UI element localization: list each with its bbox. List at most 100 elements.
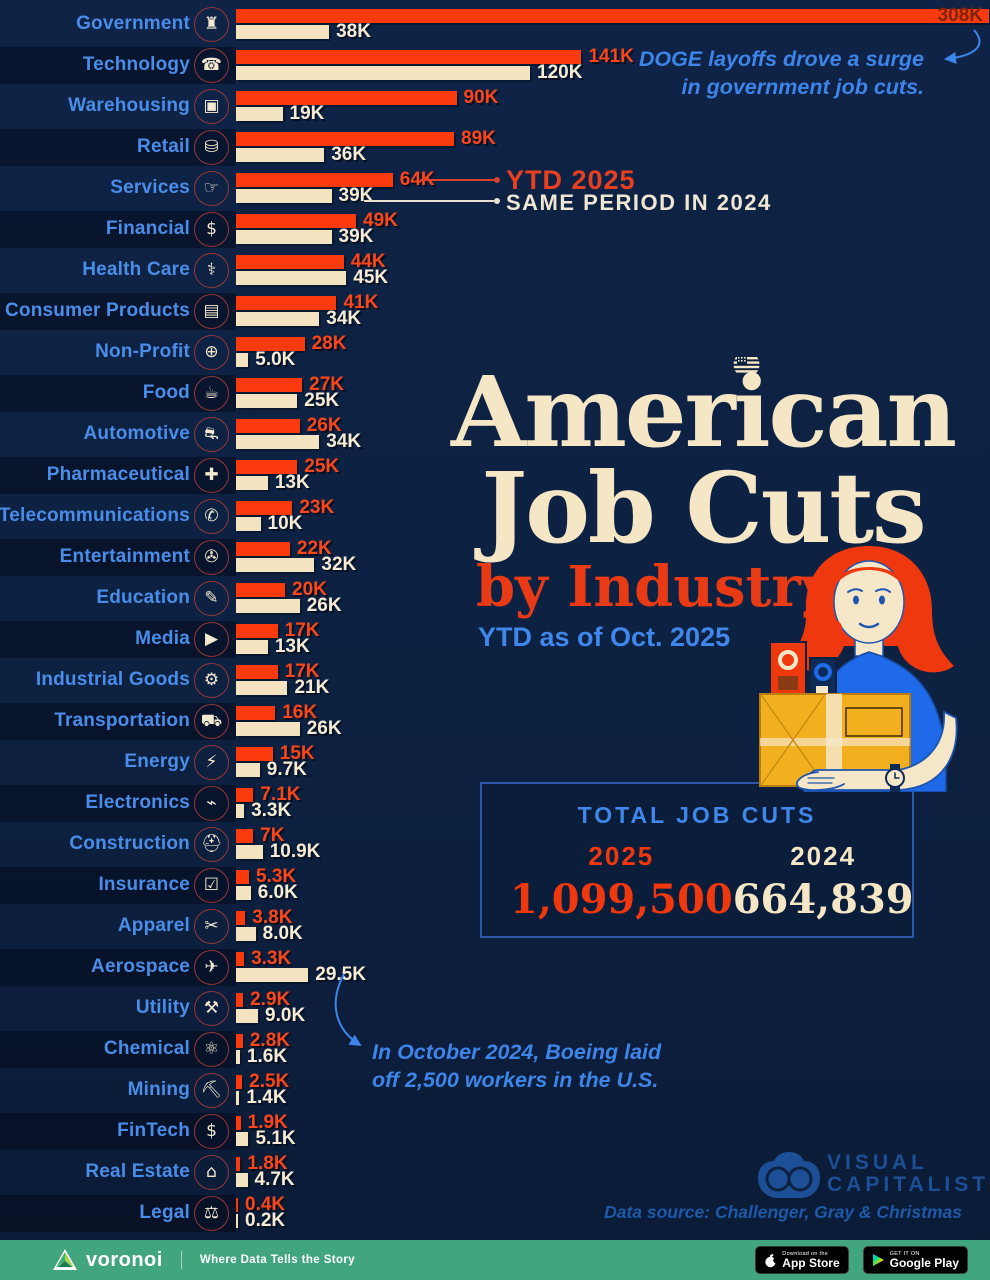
value-label-2024: 1.6K [246,1046,288,1067]
headset-icon: ✆ [194,498,229,534]
bar-2024 [236,394,298,408]
totals-box: TOTAL JOB CUTS 2025 1,099,500 2024 664,8… [480,782,914,938]
industry-row-health-care: Health Care ⚕ 44K 45K [0,250,990,291]
totals-2024-label: 2024 [790,841,857,871]
industry-row-aerospace: Aerospace ✈ 3.3K 29.5K [0,947,990,988]
hard-hat-icon: ⛑ [194,826,229,862]
value-label-2025: 0.4K [245,1194,286,1215]
value-label-2024: 39K [338,226,374,247]
bar-2024 [236,312,320,326]
bar-2025 [236,542,290,556]
value-label-2025: 5.3K [255,866,297,887]
bar-2024 [236,1214,238,1228]
bar-2024 [236,640,268,654]
bar-2025 [236,214,357,228]
tshirt-icon: ✂ [194,908,229,944]
industry-row-services: Services ☞ 64K 39K [0,168,990,209]
bar-2024 [236,722,300,736]
factory-icon: ⚙ [194,662,229,698]
value-label-2024: 34K [326,431,362,452]
industry-label: Apparel [117,915,190,936]
bar-2024 [236,107,283,121]
industry-label: Automotive [83,423,190,444]
industry-label: Pharmaceutical [46,464,190,485]
value-label-2025: 23K [299,497,335,518]
industry-row-financial: Financial $49K 39K [0,209,990,250]
industry-label: Entertainment [59,546,190,567]
value-label-2024: 13K [274,472,310,493]
bar-2025 [236,9,989,23]
legend-line-2024 [364,200,494,202]
industry-label: Transportation [54,710,190,731]
industry-label: Insurance [98,874,190,895]
bar-2025 [236,501,293,515]
legend-dot-2025 [494,177,500,183]
value-label-2024: 4.7K [254,1169,295,1190]
value-label-2024: 9.0K [265,1005,306,1026]
pickaxe-icon: ⛏ [194,1072,229,1108]
bar-2024 [236,968,309,982]
value-label-2024: 21K [294,677,330,698]
heart-cross-icon: ⚕ [194,252,229,288]
globe-icon: ⊕ [194,334,229,370]
bar-2025 [236,255,344,269]
bar-2024 [236,1132,249,1146]
industry-row-pharmaceutical: Pharmaceutical ✚ 25K 13K [0,455,990,496]
industry-row-construction: Construction ⛑ 7K 10.9K [0,824,990,865]
bar-2024 [236,1091,240,1105]
value-label-2025: 90K [463,87,499,108]
app-store-badge[interactable]: Download on the App Store [755,1246,849,1274]
industry-row-technology: Technology ☎ 141K 120K [0,45,990,86]
value-label-2024: 34K [326,308,362,329]
bar-2024 [236,1009,259,1023]
industry-label: Real Estate [85,1161,190,1182]
bar-2025 [236,1198,238,1212]
industry-label: Media [135,628,190,649]
industry-label: Energy [124,751,190,772]
totals-2025: 2025 1,099,500 [510,841,733,923]
value-label-2025: 27K [309,374,344,395]
google-play-badge[interactable]: GET IT ON Google Play [862,1246,968,1274]
industry-label: Consumer Products [5,300,190,321]
bar-2025 [236,1075,243,1089]
bar-2024 [236,681,288,695]
value-label-2025: 49K [363,210,398,231]
page-title-line1: American [450,355,957,469]
doge-annotation-line2: in government job cuts. [681,75,925,99]
bar-2024 [236,927,256,941]
bar-2024 [236,558,315,572]
value-label-2024: 1.4K [246,1087,287,1108]
bar-2025 [236,419,300,433]
visual-capitalist-logo[interactable] [756,1148,822,1200]
laid-off-worker-illustration [759,546,958,792]
pill-icon: ✚ [194,457,229,493]
industry-label: Retail [137,136,190,157]
bar-2025 [236,91,457,105]
industry-label: Government [76,13,190,34]
dollar-icon: $ [194,211,229,247]
industry-label: Aerospace [91,956,190,977]
voronoi-logo[interactable]: voronoi Where Data Tells the Story [52,1248,355,1272]
industry-label: Legal [139,1202,190,1223]
value-label-2025: 26K [306,415,342,436]
bar-2024 [236,804,245,818]
bar-2025 [236,870,249,884]
bar-2024 [236,230,332,244]
play-icon: ▶ [194,621,229,657]
totals-2024-value: 664,839 [732,876,914,923]
industry-label: Non-Profit [95,341,190,362]
industry-row-utility: Utility ⚒ 2.9K 9.0K [0,988,990,1029]
truck-icon: ⛟ [194,703,229,739]
bar-2024 [236,476,268,490]
app-store-tagline: Download on the [782,1250,829,1257]
value-label-2025: 7.1K [260,784,301,805]
value-label-2024: 45K [353,267,389,288]
totals-2025-label: 2025 [588,841,655,871]
voronoi-tagline: Where Data Tells the Story [199,1254,356,1266]
industry-label: Utility [135,997,190,1018]
industry-label: Services [110,177,190,198]
bar-2024 [236,189,332,203]
bar-2024 [236,271,347,285]
legend-label-ytd-2025: YTD 2025 [506,165,636,195]
value-label-2025: 141K [588,46,634,67]
